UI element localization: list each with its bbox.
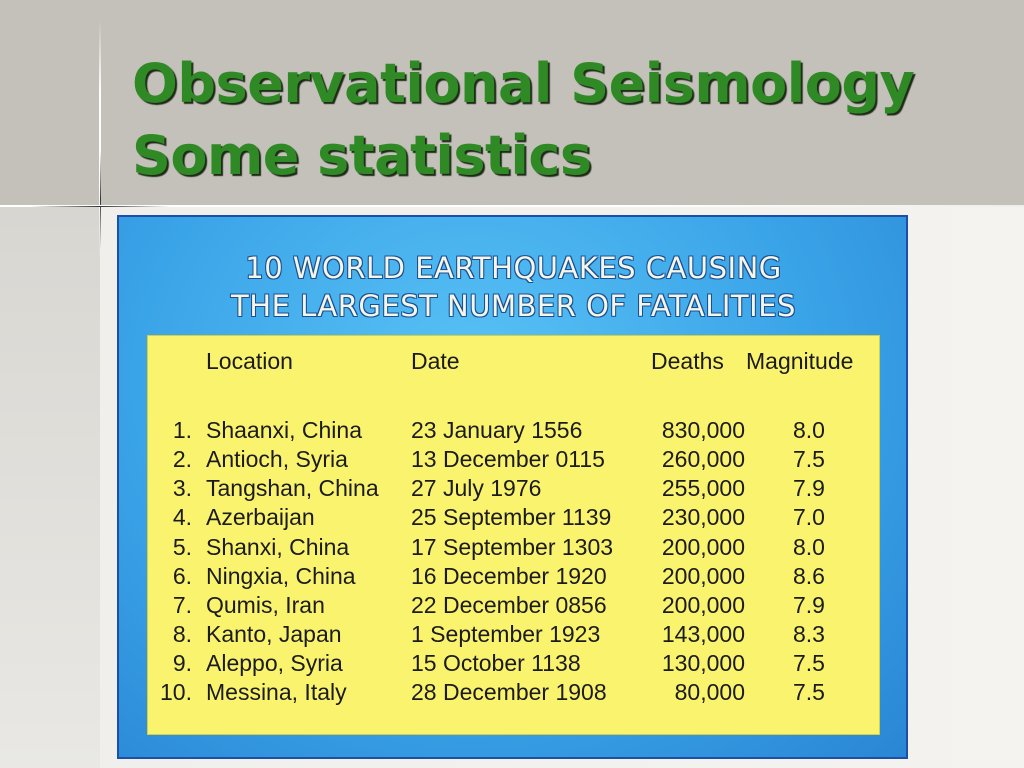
row-date: 25 September 1139 xyxy=(411,504,612,530)
row-magnitude: 8.0 xyxy=(793,417,825,443)
row-location: Kanto, Japan xyxy=(206,621,342,647)
header-deaths: Deaths xyxy=(651,348,724,374)
row-location: Shanxi, China xyxy=(206,534,350,560)
row-deaths: 200,000 xyxy=(661,534,745,560)
panel-title-line-1: 10 WORLD EARTHQUAKES CAUSING xyxy=(245,251,782,285)
slide-title-line-1: Observational Seismology xyxy=(132,52,915,115)
row-location: Antioch, Syria xyxy=(206,446,348,472)
panel-title-line-2: THE LARGEST NUMBER OF FATALITIES xyxy=(231,289,796,323)
left-strip xyxy=(0,207,100,768)
row-date: 27 July 1976 xyxy=(411,475,542,501)
row-magnitude: 7.9 xyxy=(793,592,825,618)
row-date: 28 December 1908 xyxy=(411,679,607,705)
row-rank: 8. xyxy=(172,621,192,647)
row-deaths: 260,000 xyxy=(661,446,745,472)
row-deaths: 230,000 xyxy=(661,504,745,530)
row-location: Tangshan, China xyxy=(206,475,379,501)
row-location: Messina, Italy xyxy=(206,679,347,705)
row-magnitude: 7.9 xyxy=(793,475,825,501)
row-magnitude: 7.5 xyxy=(793,446,825,472)
row-deaths: 80,000 xyxy=(674,679,745,705)
row-deaths: 830,000 xyxy=(661,417,745,443)
row-magnitude: 7.5 xyxy=(793,679,825,705)
row-date: 17 September 1303 xyxy=(411,534,614,560)
row-rank: 3. xyxy=(172,475,192,501)
row-deaths: 143,000 xyxy=(661,621,745,647)
title-band xyxy=(0,0,1024,207)
earthquake-panel: 10 WORLD EARTHQUAKES CAUSING THE LARGEST… xyxy=(117,215,908,759)
decorative-vertical-accent xyxy=(100,150,101,250)
row-rank: 10. xyxy=(160,679,192,705)
row-date: 15 October 1138 xyxy=(411,650,581,676)
decorative-horizontal-line xyxy=(0,205,1024,207)
decorative-vertical-line xyxy=(99,20,101,260)
row-rank: 4. xyxy=(172,504,192,530)
row-magnitude: 7.0 xyxy=(793,504,825,530)
row-date: 22 December 0856 xyxy=(411,592,607,618)
row-rank: 6. xyxy=(172,563,192,589)
row-magnitude: 8.6 xyxy=(793,563,825,589)
row-deaths: 255,000 xyxy=(661,475,745,501)
row-date: 23 January 1556 xyxy=(411,417,583,443)
decorative-horizontal-accent xyxy=(30,206,170,207)
row-magnitude: 7.5 xyxy=(793,650,825,676)
header-date: Date xyxy=(411,348,460,374)
row-location: Shaanxi, China xyxy=(206,417,362,443)
row-location: Ningxia, China xyxy=(206,563,356,589)
row-rank: 7. xyxy=(172,592,192,618)
row-rank: 9. xyxy=(172,650,192,676)
row-date: 16 December 1920 xyxy=(411,563,607,589)
header-magnitude: Magnitude xyxy=(746,348,854,374)
row-location: Azerbaijan xyxy=(206,504,315,530)
earthquake-table: Location Date Deaths Magnitude 1. Shaanx… xyxy=(147,335,880,735)
row-deaths: 200,000 xyxy=(661,592,745,618)
panel-title: 10 WORLD EARTHQUAKES CAUSING THE LARGEST… xyxy=(119,249,908,325)
row-magnitude: 8.3 xyxy=(793,621,825,647)
row-location: Qumis, Iran xyxy=(206,592,325,618)
row-rank: 5. xyxy=(172,534,192,560)
row-date: 13 December 0115 xyxy=(411,446,605,472)
slide-title: Observational Seismology Some statistics xyxy=(132,48,915,192)
row-date: 1 September 1923 xyxy=(411,621,601,647)
row-rank: 1. xyxy=(172,417,192,443)
row-magnitude: 8.0 xyxy=(793,534,825,560)
row-location: Aleppo, Syria xyxy=(206,650,343,676)
row-deaths: 200,000 xyxy=(661,563,745,589)
header-location: Location xyxy=(206,348,293,374)
row-deaths: 130,000 xyxy=(661,650,745,676)
row-rank: 2. xyxy=(172,446,192,472)
slide-title-line-2: Some statistics xyxy=(132,124,592,187)
